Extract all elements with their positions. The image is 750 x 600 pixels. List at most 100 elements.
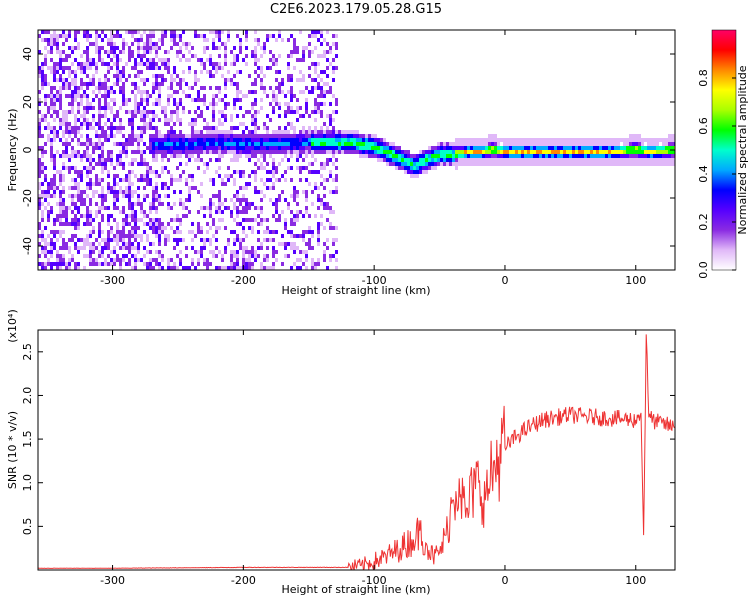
heatmap-cell <box>101 142 104 146</box>
heatmap-cell <box>224 130 227 134</box>
heatmap-cell <box>344 210 347 214</box>
heatmap-cell <box>107 50 110 54</box>
heatmap-cell <box>167 118 170 122</box>
heatmap-cell <box>140 126 143 130</box>
heatmap-cell <box>110 250 113 254</box>
heatmap-cell <box>293 222 296 226</box>
heatmap-cell <box>131 254 134 258</box>
heatmap-cell <box>44 178 47 182</box>
heatmap-cell <box>101 162 104 166</box>
heatmap-cell <box>491 162 494 166</box>
heatmap-cell <box>230 78 233 82</box>
heatmap-cell <box>212 218 215 222</box>
heatmap-cell <box>41 30 44 34</box>
heatmap-cell <box>158 82 161 86</box>
heatmap-cell <box>224 102 227 106</box>
heatmap-cell <box>338 130 341 134</box>
heatmap-cell <box>671 146 674 150</box>
heatmap-cell <box>269 50 272 54</box>
heatmap-cell <box>83 266 86 270</box>
heatmap-cell <box>293 146 296 150</box>
heatmap-cell <box>182 266 185 270</box>
heatmap-cell <box>50 70 53 74</box>
heatmap-cell <box>182 202 185 206</box>
heatmap-cell <box>98 134 101 138</box>
heatmap-cell <box>80 170 83 174</box>
heatmap-cell <box>140 46 143 50</box>
heatmap-cell <box>296 202 299 206</box>
heatmap-cell <box>227 38 230 42</box>
heatmap-cell <box>419 162 422 166</box>
heatmap-cell <box>140 218 143 222</box>
heatmap-cell <box>332 210 335 214</box>
heatmap-cell <box>659 158 662 162</box>
heatmap-cell <box>311 130 314 134</box>
heatmap-cell <box>326 50 329 54</box>
heatmap-cell <box>236 114 239 118</box>
heatmap-cell <box>173 178 176 182</box>
heatmap-cell <box>242 154 245 158</box>
heatmap-cell <box>95 62 98 66</box>
heatmap-cell <box>131 30 134 34</box>
heatmap-cell <box>254 82 257 86</box>
heatmap-cell <box>95 246 98 250</box>
heatmap-cell <box>242 134 245 138</box>
heatmap-cell <box>59 266 62 270</box>
heatmap-cell <box>290 194 293 198</box>
heatmap-cell <box>197 250 200 254</box>
heatmap-cell <box>410 166 413 170</box>
heatmap-cell <box>44 246 47 250</box>
heatmap-cell <box>134 62 137 66</box>
heatmap-cell <box>626 150 629 154</box>
heatmap-cell <box>314 126 317 130</box>
heatmap-cell <box>161 150 164 154</box>
heatmap-cell <box>461 138 464 142</box>
heatmap-cell <box>365 134 368 138</box>
heatmap-cell <box>59 262 62 266</box>
heatmap-cell <box>377 142 380 146</box>
heatmap-cell <box>173 150 176 154</box>
heatmap-cell <box>122 218 125 222</box>
heatmap-cell <box>311 142 314 146</box>
heatmap-cell <box>356 134 359 138</box>
colorbar-tick-label: 0.2 <box>697 213 710 231</box>
heatmap-cell <box>233 126 236 130</box>
heatmap-cell <box>440 158 443 162</box>
heatmap-cell <box>185 154 188 158</box>
heatmap-cell <box>329 226 332 230</box>
heatmap-cell <box>401 150 404 154</box>
heatmap-cell <box>461 146 464 150</box>
heatmap-cell <box>176 106 179 110</box>
heatmap-cell <box>59 222 62 226</box>
heatmap-cell <box>101 214 104 218</box>
heatmap-cell <box>170 74 173 78</box>
heatmap-cell <box>488 138 491 142</box>
heatmap-cell <box>155 150 158 154</box>
heatmap-cell <box>281 242 284 246</box>
heatmap-cell <box>611 150 614 154</box>
heatmap-cell <box>299 166 302 170</box>
heatmap-cell <box>278 162 281 166</box>
heatmap-cell <box>146 214 149 218</box>
heatmap-cell <box>155 154 158 158</box>
heatmap-cell <box>620 158 623 162</box>
heatmap-cell <box>65 246 68 250</box>
spectrogram-x-ticks: -300 -200 -100 0 100 <box>100 30 646 287</box>
heatmap-cell <box>584 138 587 142</box>
heatmap-cell <box>260 190 263 194</box>
heatmap-cell <box>89 126 92 130</box>
heatmap-cell <box>263 146 266 150</box>
heatmap-cell <box>233 46 236 50</box>
heatmap-cell <box>332 142 335 146</box>
heatmap-cell <box>83 66 86 70</box>
heatmap-cell <box>224 134 227 138</box>
heatmap-cell <box>236 134 239 138</box>
heatmap-cell <box>302 250 305 254</box>
heatmap-cell <box>191 186 194 190</box>
heatmap-cell <box>485 150 488 154</box>
heatmap-cell <box>335 150 338 154</box>
heatmap-cell <box>533 142 536 146</box>
heatmap-cell <box>452 162 455 166</box>
heatmap-cell <box>461 150 464 154</box>
heatmap-cell <box>248 130 251 134</box>
